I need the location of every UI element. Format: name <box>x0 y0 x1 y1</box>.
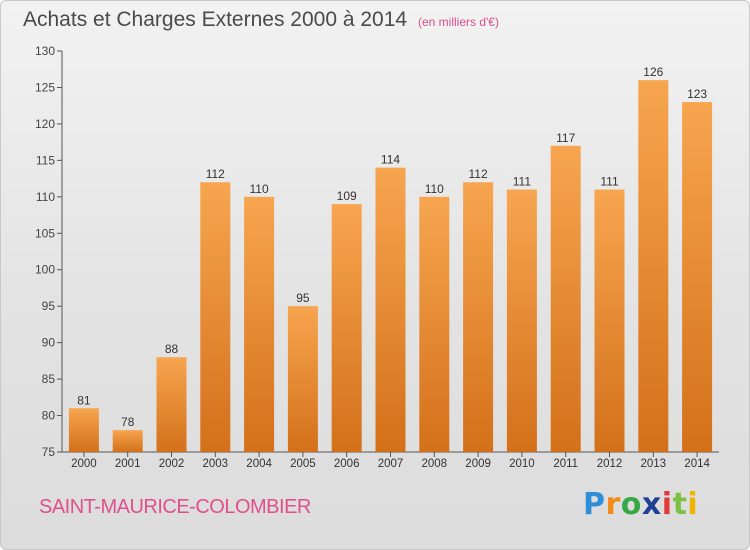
data-label: 109 <box>337 189 357 203</box>
bar <box>244 196 275 452</box>
data-label: 117 <box>556 131 575 145</box>
x-tick-label: 2005 <box>290 458 316 470</box>
y-tick-label: 120 <box>35 117 55 131</box>
data-label: 88 <box>165 342 179 356</box>
data-label: 95 <box>296 291 310 305</box>
data-label: 123 <box>687 87 707 101</box>
x-tick-label: 2000 <box>71 458 97 470</box>
chart-bars <box>68 80 713 453</box>
y-tick-label: 100 <box>35 263 55 277</box>
bar <box>375 167 406 452</box>
data-label: 112 <box>206 167 225 181</box>
data-label: 111 <box>513 175 532 189</box>
bar <box>68 408 99 452</box>
x-tick-label: 2004 <box>246 458 272 470</box>
bar <box>419 196 450 452</box>
y-tick-label: 85 <box>42 372 56 386</box>
data-label: 110 <box>425 182 444 196</box>
x-tick-label: 2014 <box>684 458 710 470</box>
data-label: 126 <box>643 65 663 79</box>
bar <box>331 204 362 452</box>
x-tick-label: 2007 <box>378 458 404 470</box>
y-tick-label: 80 <box>42 409 56 423</box>
x-tick-label: 2013 <box>641 458 667 470</box>
bar <box>594 189 625 452</box>
unit-note: (en milliers d'€) <box>418 15 499 29</box>
bar <box>287 306 318 452</box>
x-tick-label: 2006 <box>334 458 360 470</box>
x-tick-label: 2011 <box>553 458 578 470</box>
bar <box>156 357 187 452</box>
commune-name: SAINT-MAURICE-COLOMBIER <box>39 496 311 518</box>
y-tick-label: 90 <box>42 336 56 350</box>
y-tick-label: 130 <box>35 44 55 58</box>
chart-labels: 81 78 88 112 110 95 109 114 110 112 111 117 111 126 12… <box>77 65 707 429</box>
data-label: 81 <box>77 393 91 407</box>
bar <box>112 430 143 452</box>
data-label: 78 <box>121 415 135 429</box>
chart-title: Achats et Charges Externes 2000 à 2014 <box>23 8 408 31</box>
data-label: 112 <box>469 167 488 181</box>
x-tick-label: 2003 <box>203 458 229 470</box>
bar <box>506 189 537 452</box>
bar <box>638 80 669 452</box>
x-tick-label: 2010 <box>509 458 535 470</box>
bar <box>682 102 713 452</box>
data-label: 114 <box>381 153 400 167</box>
bar <box>463 182 494 452</box>
x-tick-label: 2012 <box>597 458 623 470</box>
y-tick-label: 105 <box>35 226 55 240</box>
x-tick-label: 2001 <box>115 458 141 470</box>
bar <box>200 182 231 452</box>
y-tick-label: 95 <box>42 299 56 313</box>
y-tick-label: 125 <box>35 80 55 94</box>
bar <box>550 145 581 453</box>
y-tick-label: 110 <box>36 190 55 204</box>
x-tick-label: 2009 <box>465 458 491 470</box>
x-tick-label: 2002 <box>159 458 185 470</box>
data-label: 111 <box>600 175 619 189</box>
data-label: 110 <box>250 182 269 196</box>
proxiti-logo: Proxiti <box>583 487 699 522</box>
y-tick-label: 75 <box>42 445 56 459</box>
x-tick-label: 2008 <box>422 458 448 470</box>
y-tick-label: 115 <box>36 153 55 167</box>
